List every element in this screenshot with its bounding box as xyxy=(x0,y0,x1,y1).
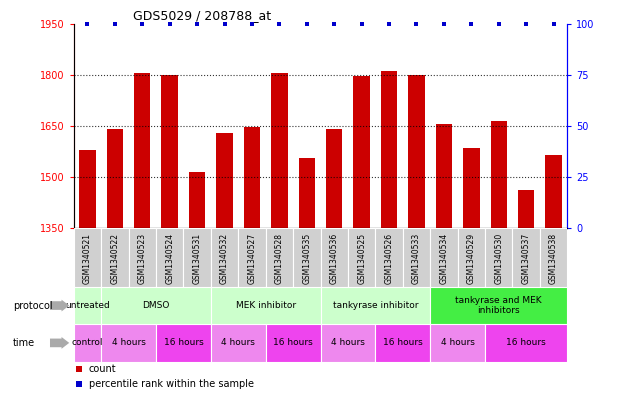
Text: MEK inhibitor: MEK inhibitor xyxy=(236,301,296,310)
Bar xyxy=(463,148,479,228)
Text: GSM1340536: GSM1340536 xyxy=(329,233,338,284)
Bar xyxy=(326,129,342,228)
Text: untreated: untreated xyxy=(65,301,110,310)
Bar xyxy=(376,228,403,287)
Bar xyxy=(348,228,376,287)
Text: GSM1340530: GSM1340530 xyxy=(494,233,503,284)
Bar xyxy=(353,76,370,228)
Bar xyxy=(271,73,288,228)
Text: GSM1340534: GSM1340534 xyxy=(439,233,449,284)
Bar xyxy=(485,228,512,287)
Bar xyxy=(293,228,320,287)
Bar xyxy=(101,324,156,362)
Bar xyxy=(408,75,425,228)
Text: GDS5029 / 208788_at: GDS5029 / 208788_at xyxy=(133,9,271,22)
Bar xyxy=(101,228,129,287)
Text: 4 hours: 4 hours xyxy=(440,338,474,347)
Text: protocol: protocol xyxy=(13,301,53,310)
Text: GSM1340523: GSM1340523 xyxy=(138,233,147,284)
Text: GSM1340528: GSM1340528 xyxy=(275,233,284,284)
Text: GSM1340531: GSM1340531 xyxy=(192,233,202,284)
Bar xyxy=(485,324,567,362)
Text: 4 hours: 4 hours xyxy=(331,338,365,347)
Bar xyxy=(320,287,430,324)
Text: GSM1340537: GSM1340537 xyxy=(522,233,531,284)
Text: GSM1340522: GSM1340522 xyxy=(110,233,119,284)
Text: 16 hours: 16 hours xyxy=(273,338,313,347)
Bar xyxy=(320,324,376,362)
Bar xyxy=(299,158,315,228)
Bar xyxy=(134,73,151,228)
Bar xyxy=(74,324,101,362)
Text: GSM1340532: GSM1340532 xyxy=(220,233,229,284)
Text: count: count xyxy=(89,364,117,374)
Text: GSM1340538: GSM1340538 xyxy=(549,233,558,284)
Bar xyxy=(381,71,397,228)
Bar xyxy=(238,228,265,287)
Bar xyxy=(540,228,567,287)
Bar xyxy=(189,172,205,228)
Bar xyxy=(265,324,320,362)
Bar xyxy=(156,228,183,287)
Bar xyxy=(545,155,562,228)
Text: tankyrase and MEK
inhibitors: tankyrase and MEK inhibitors xyxy=(455,296,542,315)
Bar xyxy=(512,228,540,287)
Text: GSM1340525: GSM1340525 xyxy=(357,233,366,284)
Text: time: time xyxy=(13,338,35,348)
Text: 16 hours: 16 hours xyxy=(383,338,422,347)
Bar xyxy=(129,228,156,287)
Bar xyxy=(376,324,430,362)
Bar xyxy=(320,228,348,287)
Text: GSM1340529: GSM1340529 xyxy=(467,233,476,284)
Text: 4 hours: 4 hours xyxy=(112,338,146,347)
Bar xyxy=(211,324,265,362)
Text: DMSO: DMSO xyxy=(142,301,170,310)
Bar xyxy=(430,324,485,362)
Text: GSM1340526: GSM1340526 xyxy=(385,233,394,284)
Bar xyxy=(211,287,320,324)
Bar xyxy=(156,324,211,362)
Bar xyxy=(265,228,293,287)
Bar xyxy=(79,150,96,228)
Text: 16 hours: 16 hours xyxy=(163,338,203,347)
Text: GSM1340527: GSM1340527 xyxy=(247,233,256,284)
Bar xyxy=(403,228,430,287)
Bar xyxy=(518,191,535,228)
Text: GSM1340521: GSM1340521 xyxy=(83,233,92,284)
Bar xyxy=(458,228,485,287)
Bar xyxy=(211,228,238,287)
Text: 16 hours: 16 hours xyxy=(506,338,546,347)
Bar xyxy=(430,228,458,287)
Bar xyxy=(216,132,233,228)
Bar xyxy=(74,287,101,324)
Bar xyxy=(244,127,260,228)
Bar xyxy=(183,228,211,287)
Bar xyxy=(74,228,101,287)
Text: control: control xyxy=(72,338,103,347)
Text: percentile rank within the sample: percentile rank within the sample xyxy=(89,379,254,389)
Bar xyxy=(490,121,507,228)
Text: tankyrase inhibitor: tankyrase inhibitor xyxy=(333,301,418,310)
Text: 4 hours: 4 hours xyxy=(221,338,255,347)
Bar xyxy=(101,287,211,324)
Text: GSM1340535: GSM1340535 xyxy=(303,233,312,284)
Bar xyxy=(106,129,123,228)
Bar xyxy=(436,124,452,228)
Bar xyxy=(162,75,178,228)
Text: GSM1340524: GSM1340524 xyxy=(165,233,174,284)
Bar xyxy=(430,287,567,324)
Text: GSM1340533: GSM1340533 xyxy=(412,233,421,284)
